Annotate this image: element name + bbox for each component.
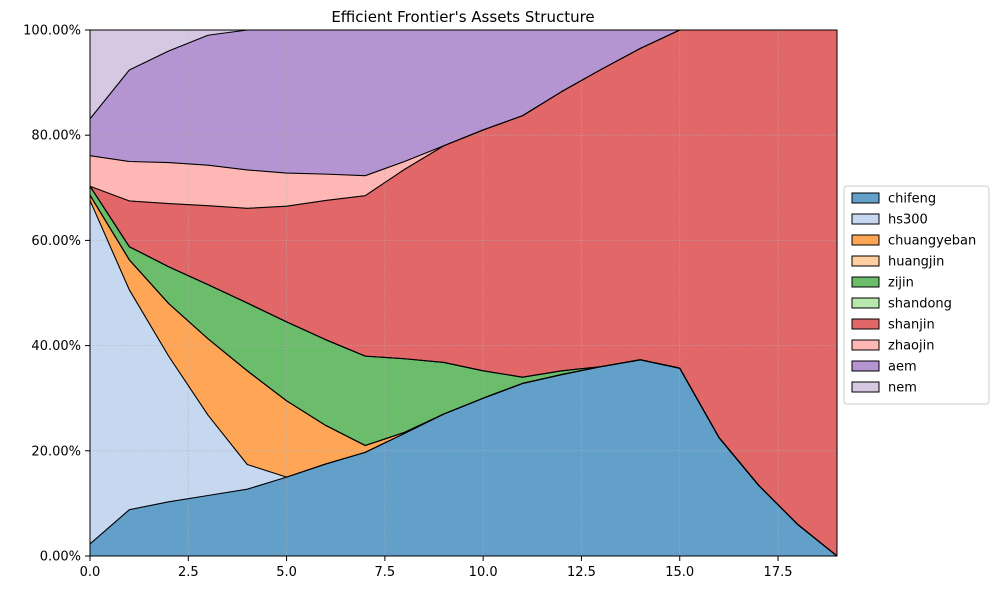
x-tick-label: 2.5	[178, 565, 199, 580]
x-tick-label: 0.0	[80, 565, 101, 580]
legend-swatch-shandong	[851, 297, 880, 309]
area-zijin	[90, 186, 837, 556]
x-tick-label: 10.0	[469, 565, 498, 580]
y-tick-label: 0.00%	[40, 550, 81, 565]
legend-label-hs300: hs300	[888, 213, 928, 228]
x-tick-label: 7.5	[375, 565, 396, 580]
y-tick-label: 60.00%	[31, 234, 81, 249]
chart-title: Efficient Frontier's Assets Structure	[331, 8, 594, 26]
x-tick-label: 12.5	[567, 565, 596, 580]
x-tick-label: 17.5	[764, 565, 793, 580]
legend-swatch-aem	[851, 360, 880, 372]
legend-swatch-shanjin	[851, 318, 880, 330]
legend-label-shandong: shandong	[888, 297, 952, 312]
legend-label-chifeng: chifeng	[888, 192, 936, 207]
legend-label-chuangyeban: chuangyeban	[888, 234, 976, 249]
y-tick-label: 100.00%	[23, 24, 81, 39]
plot-frame	[89, 29, 838, 557]
area-chuangyeban	[90, 195, 837, 556]
legend-swatch-huangjin	[851, 255, 880, 267]
legend-swatch-zijin	[851, 276, 880, 288]
y-axis: 0.00% 20.00% 40.00% 60.00% 80.00% 100.00%	[23, 24, 90, 565]
legend-label-huangjin: huangjin	[888, 255, 944, 270]
x-axis: 0.0 2.5 5.0 7.5 10.0 12.5 15.0 17.5	[80, 556, 793, 580]
legend-swatch-nem	[851, 381, 880, 393]
x-tick-label: 15.0	[665, 565, 694, 580]
legend-label-zhaojin: zhaojin	[888, 339, 934, 354]
x-tick-label: 5.0	[276, 565, 297, 580]
y-tick-label: 80.00%	[31, 129, 81, 144]
area-aem	[90, 30, 837, 176]
y-tick-label: 20.00%	[31, 444, 81, 459]
legend-label-zijin: zijin	[888, 276, 914, 291]
legend-swatch-zhaojin	[851, 339, 880, 351]
y-tick-label: 40.00%	[31, 339, 81, 354]
legend-label-shanjin: shanjin	[888, 318, 935, 333]
legend-label-aem: aem	[888, 360, 917, 375]
legend-swatch-chuangyeban	[851, 234, 880, 246]
area-layers	[90, 30, 837, 557]
area-zhaojin	[90, 30, 837, 209]
area-chifeng	[90, 359, 837, 556]
boundary-shandong	[89, 185, 838, 557]
legend: chifeng hs300 chuangyeban huangjin zijin shan…	[843, 185, 990, 405]
legend-label-nem: nem	[888, 381, 917, 396]
area-shanjin	[90, 30, 837, 556]
legend-swatch-hs300	[851, 213, 880, 225]
legend-frame	[843, 185, 990, 405]
area-nem	[90, 30, 837, 119]
legend-swatch-chifeng	[851, 192, 880, 204]
